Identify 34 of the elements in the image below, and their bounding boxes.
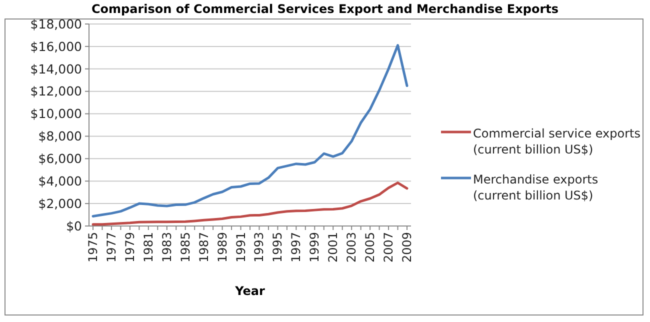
legend-label: Commercial service exports (current billion US$) <box>473 126 641 157</box>
y-tick-label: $0 <box>66 218 82 234</box>
x-tick-label: 2003 <box>344 232 359 263</box>
x-tick-label: 2007 <box>382 232 396 263</box>
x-tick-label: 1993 <box>252 232 266 263</box>
y-tick-label: $6,000 <box>38 151 82 166</box>
x-tick-label: 2005 <box>363 232 378 263</box>
x-tick-label: 1985 <box>178 232 192 263</box>
x-tick-label: 1997 <box>289 232 304 263</box>
y-tick-label: $12,000 <box>30 84 82 99</box>
x-axis-title: Year <box>234 284 265 298</box>
y-tick-label: $2,000 <box>38 196 82 211</box>
chart-title: Comparison of Commercial Services Export and Merchandise Exports <box>92 2 558 16</box>
x-tick-label: 2009 <box>400 232 414 263</box>
line-series <box>92 44 408 218</box>
x-tick-label: 1975 <box>86 232 100 263</box>
x-tick-label: 2001 <box>326 232 340 263</box>
y-tick-label: $8,000 <box>38 128 82 144</box>
line-series <box>92 182 408 226</box>
x-tick-label: 1981 <box>141 232 156 263</box>
y-tick-label: $4,000 <box>38 173 82 188</box>
x-tick-label: 1979 <box>122 232 137 263</box>
y-tick-label: $14,000 <box>30 61 82 76</box>
y-tick-label: $16,000 <box>30 38 82 54</box>
x-tick-label: 1991 <box>234 232 248 263</box>
x-tick-label: 1989 <box>215 232 230 263</box>
x-tick-label: 1995 <box>270 232 285 263</box>
x-tick-label: 1977 <box>104 232 118 263</box>
y-tick-label: $18,000 <box>30 16 82 32</box>
legend-label: Merchandise exports (current billion US$) <box>473 172 598 203</box>
x-tick-label: 1983 <box>160 232 174 263</box>
y-tick-label: $10,000 <box>30 106 82 122</box>
x-tick-label: 1999 <box>308 232 322 263</box>
x-tick-label: 1987 <box>196 232 211 263</box>
